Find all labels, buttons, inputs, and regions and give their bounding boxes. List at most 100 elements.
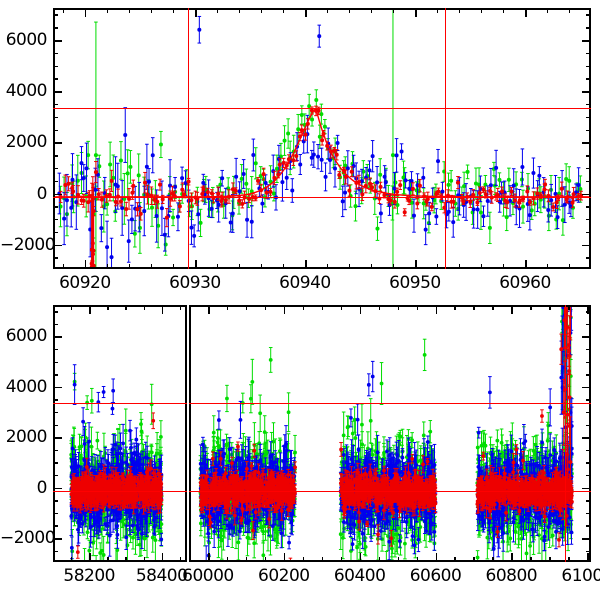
y-axis-major-tick <box>53 386 62 389</box>
guide-horizontal-line <box>53 107 591 109</box>
x-axis-minor-tick-top <box>260 8 263 13</box>
x-axis-major-tick <box>207 553 210 562</box>
x-axis-major-tick-top <box>359 305 362 314</box>
y-axis-minor-tick <box>53 78 58 80</box>
x-axis-minor-tick <box>549 557 551 562</box>
x-axis-minor-tick <box>216 264 219 269</box>
y-axis-minor-tick <box>53 424 58 427</box>
bottom-panel-red-series-2 <box>198 307 574 560</box>
x-axis-tick-label: 60960 <box>477 273 573 293</box>
x-axis-major-tick-top <box>207 305 210 314</box>
y-axis-major-tick <box>53 437 62 439</box>
top-panel-red-series <box>58 105 584 267</box>
x-axis-minor-tick-top <box>458 8 461 13</box>
y-axis-minor-tick-right <box>586 52 591 55</box>
x-axis-minor-tick <box>326 264 329 269</box>
y-axis-minor-tick <box>53 167 58 170</box>
y-axis-tick-label: −2000 <box>0 528 56 548</box>
y-axis-major-tick-right <box>582 487 591 490</box>
x-axis-major-tick <box>435 553 438 562</box>
x-axis-major-tick <box>359 553 362 562</box>
x-axis-major-tick <box>89 553 91 562</box>
fitted-flare-model-curve <box>55 108 589 198</box>
guide-vertical-line <box>564 305 566 562</box>
guide-horizontal-line <box>53 196 591 198</box>
y-axis-minor-tick-right <box>586 257 591 259</box>
y-axis-minor-tick-right <box>586 78 591 80</box>
y-axis-minor-tick-right <box>586 550 591 553</box>
x-axis-minor-tick <box>282 264 285 269</box>
y-axis-minor-tick <box>53 311 58 313</box>
y-axis-tick-label: −2000 <box>0 235 56 255</box>
x-axis-minor-tick <box>128 264 131 269</box>
x-axis-minor-tick-top <box>436 8 439 13</box>
guide-horizontal-line-segment-1 <box>53 403 187 405</box>
x-axis-minor-tick-top <box>143 305 145 310</box>
x-axis-major-tick-top <box>89 305 91 314</box>
y-axis-major-tick-right <box>582 142 591 144</box>
bottom-panel-red-series-1 <box>69 412 164 559</box>
x-axis-minor-tick <box>62 264 65 269</box>
x-axis-major-tick-top <box>84 8 87 17</box>
y-axis-tick-label: 2000 <box>0 427 48 447</box>
x-axis-minor-tick <box>107 557 109 562</box>
x-axis-minor-tick <box>179 557 182 562</box>
x-axis-major-tick-top <box>587 305 589 314</box>
top-panel-model-curve <box>55 108 589 198</box>
x-axis-minor-tick-top <box>150 8 153 13</box>
x-axis-major-tick <box>161 553 164 562</box>
x-axis-tick-label: 60800 <box>463 566 559 586</box>
y-axis-minor-tick <box>53 412 58 414</box>
y-axis-tick-label: 4000 <box>0 377 48 397</box>
y-axis-major-tick <box>53 39 62 42</box>
y-axis-minor-tick-right <box>586 231 591 234</box>
y-axis-major-tick <box>53 91 62 93</box>
x-axis-minor-tick-top <box>549 305 551 310</box>
x-axis-minor-tick-top <box>264 305 267 310</box>
y-axis-major-tick <box>53 244 62 247</box>
y-axis-minor-tick-right <box>586 500 591 502</box>
y-axis-minor-tick <box>53 155 58 157</box>
y-axis-minor-tick-right <box>586 412 591 414</box>
y-axis-minor-tick-right <box>586 323 591 326</box>
y-axis-minor-tick-right <box>586 116 591 119</box>
x-axis-minor-tick <box>226 557 229 562</box>
y-axis-minor-tick <box>53 52 58 55</box>
x-axis-minor-tick <box>125 557 127 562</box>
x-axis-tick-label: 60200 <box>236 566 332 586</box>
y-axis-major-tick-right <box>582 193 591 196</box>
y-axis-tick-label: 0 <box>0 478 48 498</box>
x-axis-minor-tick-top <box>71 305 73 310</box>
x-axis-major-tick-top <box>524 8 527 17</box>
x-axis-minor-tick <box>378 557 380 562</box>
x-axis-major-tick <box>283 553 286 562</box>
x-axis-minor-tick-top <box>321 305 324 310</box>
x-axis-major-tick-top <box>414 8 417 17</box>
x-axis-major-tick <box>84 260 87 269</box>
x-axis-major-tick <box>304 260 307 269</box>
y-axis-major-tick-right <box>582 336 591 339</box>
x-axis-minor-tick-top <box>392 8 395 13</box>
y-axis-minor-tick <box>53 374 58 376</box>
y-axis-major-tick-right <box>582 91 591 93</box>
x-axis-minor-tick-top <box>128 8 131 13</box>
x-axis-minor-tick <box>260 264 263 269</box>
x-axis-major-tick-top <box>194 8 197 17</box>
y-axis-major-tick-right <box>582 386 591 389</box>
x-axis-minor-tick <box>106 264 109 269</box>
y-axis-minor-tick <box>53 550 58 553</box>
x-axis-tick-label: 60600 <box>388 566 484 586</box>
x-axis-minor-tick <box>458 264 461 269</box>
x-axis-tick-label: 61000 <box>539 566 600 586</box>
bottom-panel: −2000 0 2000 4000 6000 58200 58400 60000 60200 60… <box>0 295 600 600</box>
x-axis-minor-tick <box>568 557 570 562</box>
y-axis-minor-tick-right <box>586 167 591 170</box>
x-axis-tick-label: 60950 <box>367 273 463 293</box>
top-panel-plot-area <box>55 10 589 267</box>
x-axis-minor-tick <box>340 557 343 562</box>
x-axis-tick-label: 60920 <box>37 273 133 293</box>
x-axis-minor-tick-top <box>238 8 241 13</box>
x-axis-minor-tick-top <box>502 8 505 13</box>
y-axis-minor-tick <box>53 361 58 364</box>
x-axis-minor-tick-top <box>226 305 229 310</box>
